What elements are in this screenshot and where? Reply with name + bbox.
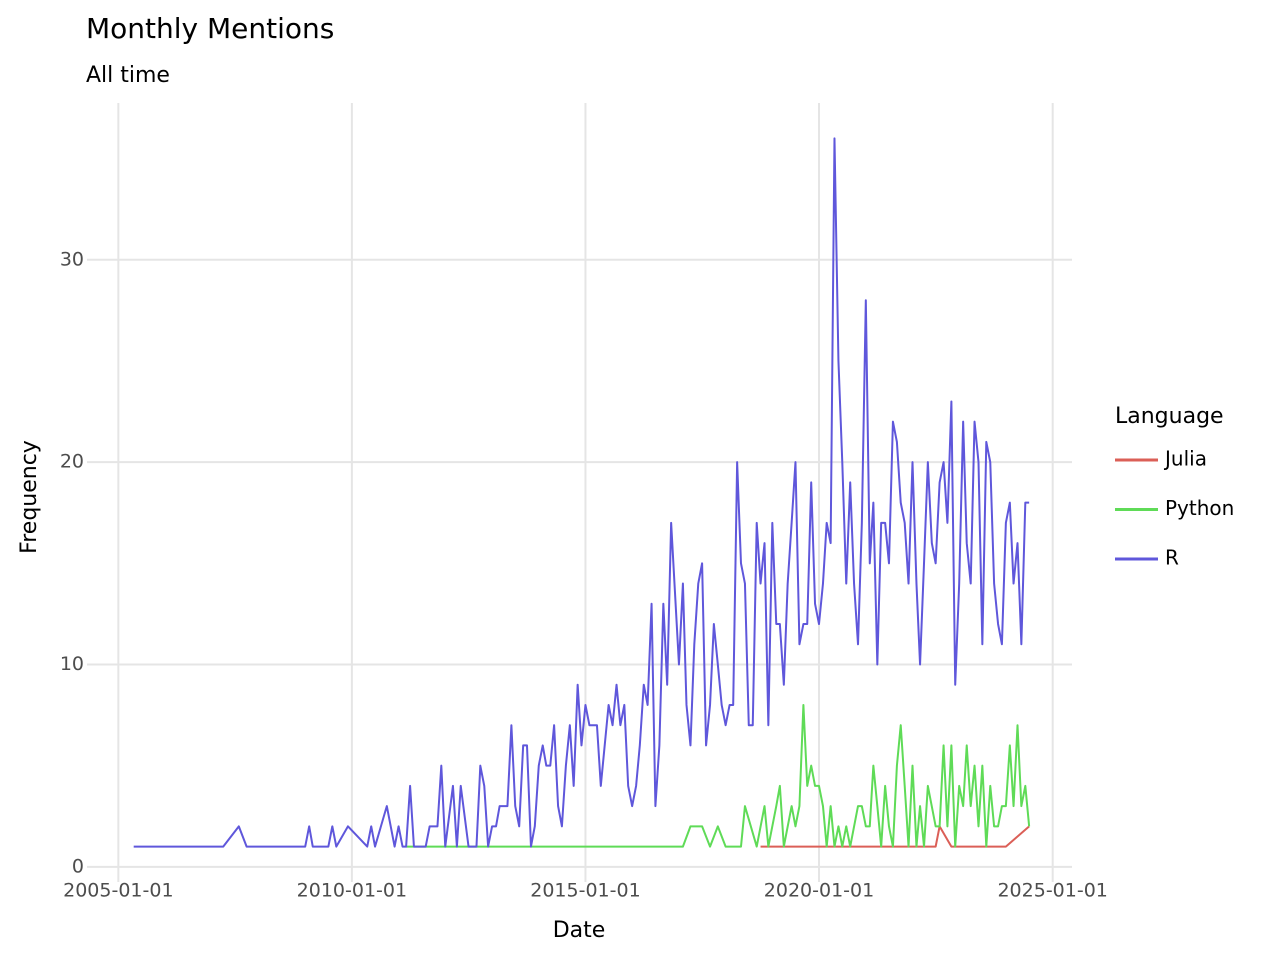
- x-tick-label: 2015-01-01: [530, 880, 640, 902]
- x-axis-title: Date: [553, 918, 606, 943]
- legend-label: R: [1165, 546, 1179, 570]
- y-tick-label: 10: [60, 653, 84, 675]
- series-line: [760, 825, 1030, 848]
- series-line: [406, 703, 1031, 848]
- x-tick-label: 2025-01-01: [997, 880, 1107, 902]
- x-tick-label: 2005-01-01: [63, 880, 173, 902]
- chart-title: Monthly Mentions: [86, 12, 334, 45]
- legend-title: Language: [1115, 404, 1224, 429]
- legend: Julia Python R: [1115, 447, 1234, 570]
- x-tick-label: 2010-01-01: [297, 880, 407, 902]
- legend-label: Julia: [1163, 447, 1207, 471]
- grid: [87, 103, 1072, 882]
- legend-label: Python: [1165, 496, 1234, 520]
- chart-subtitle: All time: [86, 63, 170, 88]
- y-tick-label: 0: [72, 855, 84, 877]
- y-tick-label: 20: [60, 451, 84, 473]
- series-line: [133, 137, 1030, 848]
- plot-lines: [133, 137, 1031, 848]
- y-tick-label: 30: [60, 248, 84, 270]
- x-tick-label: 2020-01-01: [764, 880, 874, 902]
- y-axis-title: Frequency: [17, 440, 42, 554]
